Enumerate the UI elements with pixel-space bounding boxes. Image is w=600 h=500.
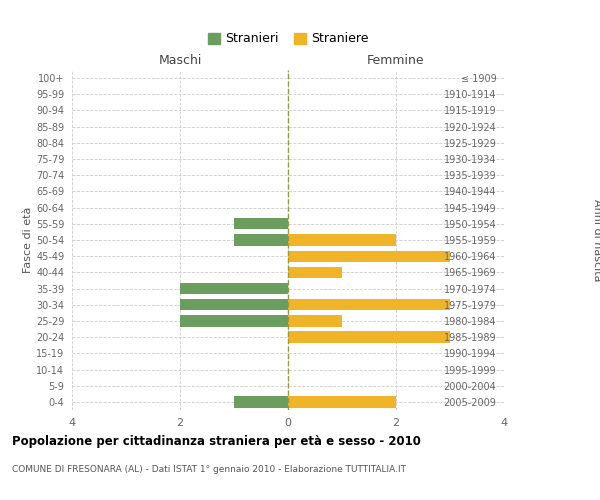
Bar [288,316,342,326]
Y-axis label: Fasce di età: Fasce di età [23,207,33,273]
Bar [288,266,342,278]
Text: COMUNE DI FRESONARA (AL) - Dati ISTAT 1° gennaio 2010 - Elaborazione TUTTITALIA.: COMUNE DI FRESONARA (AL) - Dati ISTAT 1°… [12,465,406,474]
Text: Anni di nascita: Anni di nascita [592,198,600,281]
Bar [234,218,288,230]
Bar [180,316,288,326]
Bar [288,234,396,246]
Bar [288,250,450,262]
Text: Maschi: Maschi [158,54,202,67]
Bar [288,396,396,407]
Bar [288,299,450,310]
Legend: Stranieri, Straniere: Stranieri, Straniere [204,28,372,49]
Bar [180,283,288,294]
Text: Femmine: Femmine [367,54,425,67]
Bar [180,299,288,310]
Bar [234,396,288,407]
Bar [234,234,288,246]
Text: Popolazione per cittadinanza straniera per età e sesso - 2010: Popolazione per cittadinanza straniera p… [12,435,421,448]
Bar [288,332,450,343]
